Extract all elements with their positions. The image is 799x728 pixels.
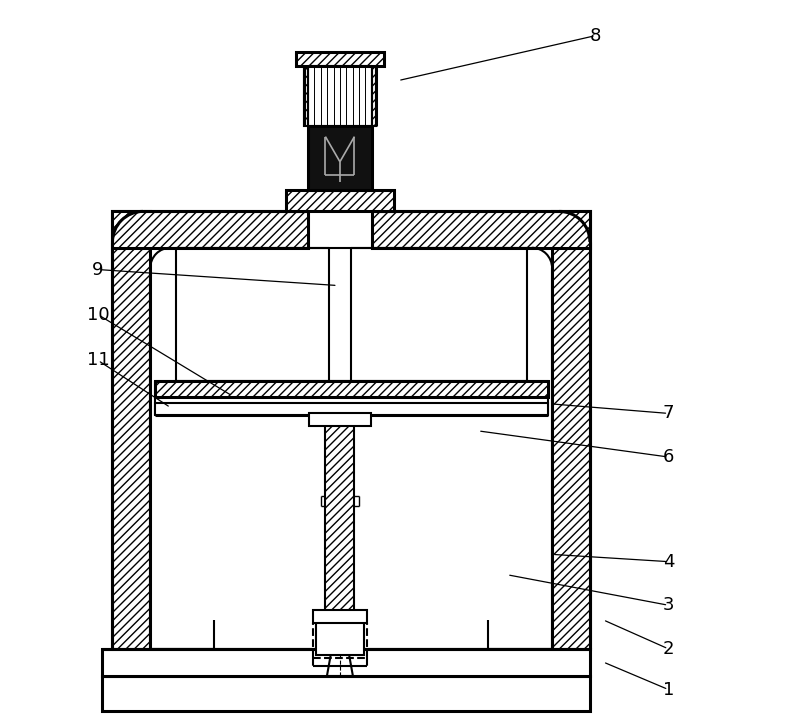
Text: 3: 3 [662, 596, 674, 614]
Text: 7: 7 [662, 405, 674, 422]
Bar [155, 381, 548, 397]
Bar [101, 649, 590, 676]
Bar [155, 403, 548, 415]
Text: 9: 9 [92, 261, 104, 279]
Bar [312, 610, 368, 623]
Bar [286, 189, 394, 211]
Bar [308, 126, 372, 189]
Text: 2: 2 [662, 640, 674, 658]
Text: 8: 8 [590, 26, 602, 44]
Bar [372, 66, 376, 126]
Bar [304, 66, 308, 126]
Bar [113, 211, 308, 248]
Bar [101, 676, 590, 711]
Bar [113, 211, 150, 649]
Bar [325, 415, 355, 618]
Text: 1: 1 [662, 681, 674, 699]
Text: 4: 4 [662, 553, 674, 571]
Bar [296, 52, 384, 66]
Text: 11: 11 [86, 352, 109, 369]
Bar [372, 211, 590, 248]
Text: 10: 10 [86, 306, 109, 323]
Text: 6: 6 [662, 448, 674, 466]
Bar [552, 211, 590, 649]
Bar [316, 614, 364, 654]
Bar [329, 211, 351, 248]
Bar [309, 414, 371, 427]
